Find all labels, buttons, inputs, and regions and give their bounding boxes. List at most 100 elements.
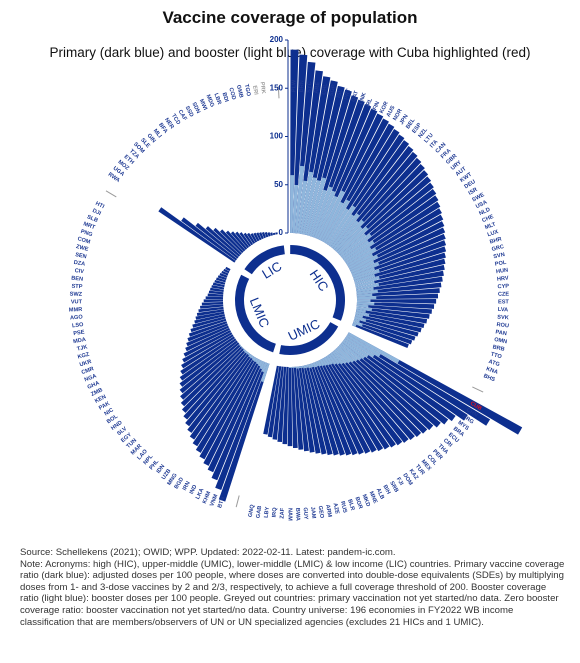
primary-bar-rou <box>356 306 430 319</box>
country-label-nic: NIC <box>104 407 115 417</box>
country-label-swz: SWZ <box>70 291 83 297</box>
country-label-bih: BIH <box>381 484 391 495</box>
source-text: Source: Schellekens (2021); OWID; WPP. U… <box>20 547 396 558</box>
booster-bar-irn <box>254 357 259 363</box>
primary-bar-cyp <box>356 288 440 297</box>
country-label-com: COM <box>77 236 92 245</box>
booster-bar-tha <box>337 345 355 363</box>
country-label-civ: CIV <box>74 268 84 275</box>
booster-bar-nzl <box>330 213 360 249</box>
country-label-gab: GAB <box>256 505 264 518</box>
country-label-bhr: BHR <box>489 236 502 245</box>
country-label-dza: DZA <box>73 260 85 268</box>
booster-bar-che <box>351 262 380 276</box>
country-label-chn: CHN <box>465 407 478 418</box>
primary-bar-btn <box>218 363 270 502</box>
country-label-pse: PSE <box>73 329 85 337</box>
country-label-uzb: UZB <box>161 468 173 481</box>
country-label-vnm: VNM <box>209 493 219 507</box>
country-label-eth: ETH <box>123 154 135 166</box>
group-separator-tick <box>235 495 240 508</box>
booster-bar-hun <box>356 287 374 292</box>
country-label-tjk: TJK <box>76 344 88 352</box>
primary-bar-mdg <box>261 232 267 239</box>
y-tick-label: 150 <box>270 83 284 92</box>
country-label-pak: PAK <box>98 401 111 412</box>
country-label-brn: BRN <box>299 80 306 92</box>
booster-bar-tun <box>238 344 242 347</box>
booster-bar-isl <box>304 179 321 236</box>
primary-bar-per <box>335 347 422 437</box>
primary-bar-npl <box>183 349 247 420</box>
country-label-prt: PRT <box>344 88 353 101</box>
group-arc-hic <box>290 245 345 321</box>
booster-bar-arg <box>345 336 375 358</box>
country-label-plw: PLW <box>291 79 297 92</box>
primary-bar-bih <box>319 359 371 454</box>
country-label-gnq: GNQ <box>248 503 256 517</box>
country-label-bdi: BDI <box>221 92 230 103</box>
booster-bar-per <box>335 347 351 364</box>
primary-bar-caf <box>250 233 258 243</box>
primary-bar-mne <box>315 361 358 456</box>
booster-bar-plw <box>290 175 295 234</box>
country-label-kna: KNA <box>485 366 498 376</box>
country-label-hrv: HRV <box>497 276 510 283</box>
primary-bar-hti <box>225 266 231 272</box>
booster-bar-mex <box>331 350 344 365</box>
country-label-svn: SVN <box>493 252 506 260</box>
primary-bar-srb <box>321 357 377 453</box>
primary-bar-ner <box>243 232 254 246</box>
country-label-fji: FJI <box>395 477 405 487</box>
primary-bar-bhr <box>354 252 446 283</box>
country-label-ben: BEN <box>71 276 83 283</box>
country-label-che: CHE <box>481 214 494 224</box>
booster-bar-kaz <box>327 354 337 365</box>
primary-bar-svk <box>356 304 432 314</box>
booster-bar-fra <box>338 226 369 255</box>
primary-bar-lao <box>181 347 245 413</box>
primary-bar-mwi <box>259 232 264 240</box>
country-label-swe: SWE <box>471 192 485 203</box>
country-label-tza: TZA <box>128 148 140 160</box>
primary-bar-mar <box>180 345 243 407</box>
country-label-grc: GRC <box>491 244 505 253</box>
primary-bar-rus <box>305 364 333 456</box>
country-label-stp: STP <box>71 284 83 291</box>
booster-bar-ecu <box>340 342 362 361</box>
primary-bar-mlt <box>352 240 447 278</box>
primary-bar-mex <box>331 350 409 443</box>
country-label-nga: NGA <box>84 373 98 383</box>
booster-bar-irl <box>313 190 336 239</box>
primary-bar-eth <box>205 226 241 257</box>
primary-bar-irn <box>199 357 259 460</box>
booster-bar-bih <box>319 359 325 367</box>
chart-subtitle: Primary (dark blue) and booster (light b… <box>49 45 531 60</box>
country-label-cri: CRI <box>442 438 453 449</box>
primary-bar-alb <box>317 360 364 455</box>
booster-bar-aus <box>320 201 344 242</box>
primary-bar-lby <box>272 366 284 440</box>
primary-bar-kna <box>352 321 413 345</box>
booster-bar-lva <box>356 301 375 306</box>
booster-bar-cze <box>356 296 377 300</box>
booster-bar-pol <box>355 283 380 290</box>
country-label-nam: NAM <box>287 508 293 521</box>
country-label-alb: ALB <box>375 487 385 500</box>
primary-bar-col <box>333 349 415 441</box>
booster-bar-tur <box>329 352 340 365</box>
primary-bar-nld <box>350 227 446 274</box>
country-label-vut: VUT <box>71 299 83 305</box>
booster-bar-lux <box>353 269 380 281</box>
country-label-bfa: BFA <box>157 122 168 135</box>
primary-bar-arg <box>345 336 468 421</box>
country-label-zwe: ZWE <box>75 244 89 253</box>
country-label-kaz: KAZ <box>408 468 420 481</box>
primary-bar-nam <box>287 366 293 447</box>
booster-bar-kna <box>352 321 363 327</box>
primary-bar-arm <box>301 365 321 454</box>
primary-bar-bgd <box>195 356 257 453</box>
primary-bar-chn <box>346 334 491 426</box>
country-label-mmr: MMR <box>69 307 83 314</box>
